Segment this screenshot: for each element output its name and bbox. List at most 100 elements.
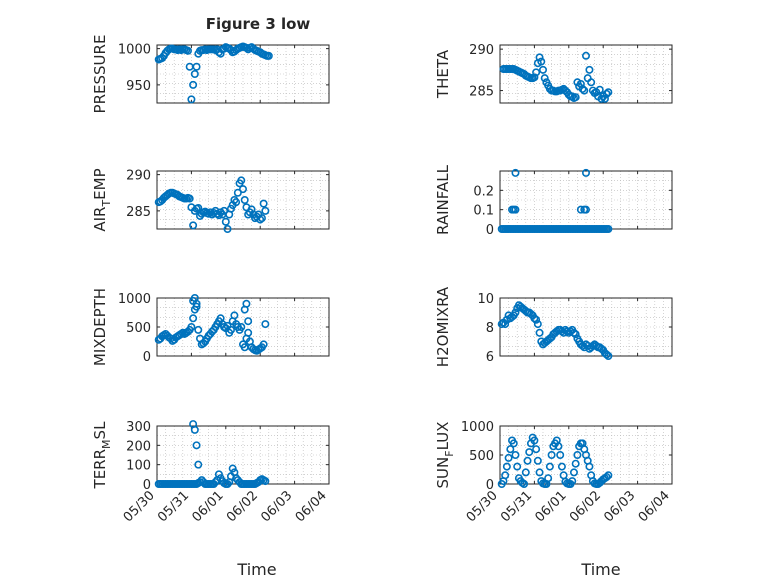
data-point	[585, 65, 594, 74]
data-point	[502, 462, 511, 471]
y-tick-label: 1000	[118, 292, 151, 307]
y-tick-label: 290	[469, 43, 494, 58]
y-axis-label: SUNFLUX	[434, 422, 456, 489]
data-point	[244, 328, 253, 337]
y-tick-label: 0.1	[473, 204, 494, 219]
y-axis-label-rest: EMP	[91, 168, 109, 199]
data-point	[595, 85, 604, 94]
data-point	[571, 459, 580, 468]
data-point	[223, 479, 232, 488]
data-point	[604, 225, 613, 234]
y-axis-label: MIXDEPTH	[91, 288, 109, 366]
data-point	[576, 205, 585, 214]
panel-theta: 285 290 THETA	[434, 43, 673, 104]
data-point	[183, 46, 192, 55]
data-point	[233, 188, 242, 197]
data-point	[525, 448, 534, 457]
data-point	[604, 88, 613, 97]
y-tick-label: 0	[486, 223, 494, 238]
figure-title: Figure 3 low	[206, 15, 311, 33]
data-point	[256, 215, 265, 224]
data-point	[576, 79, 585, 88]
y-tick-label: 285	[469, 85, 494, 100]
y-axis-label: H2OMIXRA	[434, 286, 452, 367]
data-point	[194, 203, 203, 212]
data-point	[554, 442, 563, 451]
data-point	[192, 299, 201, 308]
data-point	[530, 73, 539, 82]
data-point	[533, 320, 542, 329]
data-point	[581, 168, 590, 177]
data-point	[189, 80, 198, 89]
data-point	[538, 65, 547, 74]
data-point	[187, 95, 196, 104]
data-point	[228, 464, 237, 473]
panel-air-temp: 285 290 AIRTEMP	[91, 168, 330, 234]
data-point	[545, 462, 554, 471]
data-point	[194, 460, 203, 469]
y-tick-label: 200	[126, 439, 151, 454]
data-point	[547, 450, 556, 459]
data-point	[226, 325, 235, 334]
data-point	[261, 477, 270, 486]
y-axis-label: AIRTEMP	[91, 168, 113, 231]
x-axis-label-right: Time	[580, 560, 620, 579]
data-point	[192, 302, 201, 311]
data-series	[154, 42, 273, 104]
data-series	[154, 420, 270, 488]
y-tick-label: 500	[469, 449, 494, 464]
data-point	[194, 325, 203, 334]
data-series	[499, 51, 613, 103]
y-tick-label: 10	[477, 292, 494, 307]
y-tick-label: 8	[486, 321, 494, 336]
data-point	[521, 468, 530, 477]
data-series	[497, 433, 613, 488]
data-point	[600, 94, 609, 103]
data-point	[535, 468, 544, 477]
grid-lines	[500, 171, 672, 229]
data-point	[573, 450, 582, 459]
panel-mixdepth: 0 500 1000 MIXDEPTH	[91, 288, 330, 366]
data-point	[569, 468, 578, 477]
y-axis-label-rest: LUX	[434, 422, 452, 451]
y-axis-label: RAINFALL	[434, 164, 452, 235]
data-point	[240, 196, 249, 205]
data-point	[535, 53, 544, 62]
data-point	[544, 474, 553, 483]
data-point	[585, 462, 594, 471]
data-point	[242, 299, 251, 308]
y-tick-label: 285	[126, 205, 151, 220]
data-point	[530, 436, 539, 445]
data-point	[189, 221, 198, 230]
data-point	[513, 462, 522, 471]
data-point	[556, 450, 565, 459]
data-point	[261, 206, 270, 215]
axes-box	[499, 44, 673, 104]
grid-lines	[157, 171, 329, 229]
data-point	[504, 453, 513, 462]
data-point	[511, 205, 520, 214]
data-point	[535, 328, 544, 337]
y-tick-label: 100	[126, 459, 151, 474]
y-tick-label: 500	[126, 321, 151, 336]
data-point	[568, 92, 577, 101]
data-point	[237, 322, 246, 331]
data-point	[190, 70, 199, 79]
data-point	[581, 51, 590, 60]
y-axis-label: PRESSURE	[91, 35, 109, 114]
data-point	[569, 328, 578, 337]
data-point	[532, 315, 541, 324]
data-point	[501, 320, 510, 329]
data-point	[506, 445, 515, 454]
data-point	[530, 314, 539, 323]
data-point	[221, 217, 230, 226]
data-point	[501, 471, 510, 480]
data-point	[571, 330, 580, 339]
data-point	[185, 194, 194, 203]
data-series	[497, 301, 613, 360]
data-point	[237, 176, 246, 185]
data-series	[497, 168, 613, 234]
data-point	[532, 68, 541, 77]
